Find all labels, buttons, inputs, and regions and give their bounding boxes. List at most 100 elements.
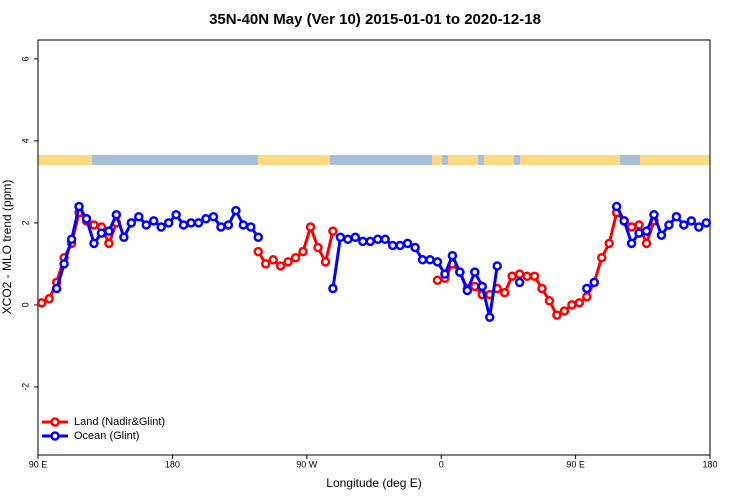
- data-point: [126, 218, 137, 228]
- data-point: [223, 220, 234, 230]
- data-point: [283, 257, 293, 267]
- data-point: [141, 220, 152, 230]
- data-point: [462, 285, 473, 296]
- land-strip: [484, 155, 514, 165]
- data-point: [216, 222, 226, 232]
- data-point: [104, 226, 114, 236]
- data-point: [492, 261, 502, 271]
- data-point: [470, 267, 480, 277]
- data-point: [417, 255, 428, 265]
- data-point: [96, 228, 107, 238]
- data-point: [514, 269, 525, 279]
- data-point: [604, 238, 614, 249]
- data-point: [656, 230, 667, 240]
- data-point: [134, 211, 144, 222]
- data-point: [514, 277, 525, 288]
- data-point: [104, 238, 114, 249]
- data-point: [410, 242, 420, 253]
- data-point: [51, 283, 62, 294]
- data-point: [537, 283, 547, 294]
- land-strip: [432, 155, 442, 165]
- y-tick-label: 6: [20, 56, 30, 61]
- data-point: [559, 306, 570, 316]
- data-point: [432, 275, 443, 286]
- x-tick-label: 90 E: [29, 459, 48, 469]
- data-point: [432, 257, 443, 267]
- plot-frame: [37, 39, 711, 456]
- data-point: [701, 218, 712, 228]
- data-point: [664, 220, 674, 230]
- data-point: [305, 222, 316, 232]
- data-point: [208, 211, 219, 222]
- data-point: [156, 222, 166, 232]
- data-point: [275, 261, 286, 271]
- data-point: [328, 226, 338, 236]
- x-tick-label: 0: [439, 459, 444, 469]
- data-point: [44, 294, 54, 304]
- data-point: [320, 257, 331, 267]
- data-point: [626, 238, 637, 249]
- data-point: [477, 281, 488, 292]
- data-point: [253, 232, 264, 242]
- data-point: [186, 218, 196, 228]
- x-tick-label: 90 E: [566, 459, 585, 469]
- ocean-strip: [38, 155, 710, 165]
- data-point: [589, 277, 600, 288]
- data-point: [402, 238, 413, 249]
- x-tick-label: 180: [165, 459, 180, 469]
- data-point: [552, 310, 562, 320]
- data-point: [171, 209, 181, 220]
- series-line: [41, 209, 656, 318]
- y-tick-label: 4: [20, 138, 30, 143]
- legend-marker: [50, 417, 60, 427]
- data-point: [268, 255, 278, 265]
- data-point: [260, 259, 271, 269]
- data-point: [358, 236, 368, 247]
- data-point: [119, 232, 129, 242]
- data-point: [641, 238, 652, 249]
- data-point: [671, 211, 682, 222]
- x-tick-label: 90 W: [296, 459, 318, 469]
- data-point: [484, 312, 495, 322]
- data-point: [641, 226, 652, 236]
- data-point: [365, 236, 376, 247]
- land-strip: [520, 155, 620, 165]
- data-point: [634, 228, 644, 238]
- data-point: [626, 222, 637, 232]
- data-point: [522, 271, 532, 281]
- legend-marker: [50, 431, 60, 441]
- data-point: [313, 242, 323, 253]
- data-point: [193, 218, 204, 228]
- data-point: [328, 283, 338, 294]
- y-tick-label: 0: [20, 302, 30, 307]
- data-point: [567, 300, 577, 310]
- land-strip: [448, 155, 478, 165]
- data-point: [455, 267, 465, 277]
- data-point: [529, 271, 540, 281]
- data-point: [298, 246, 308, 257]
- data-point: [507, 271, 517, 281]
- land-strip: [258, 155, 330, 165]
- data-point: [649, 209, 659, 220]
- data-point: [694, 222, 704, 232]
- data-point: [111, 209, 122, 220]
- data-point: [387, 240, 398, 251]
- data-point: [350, 232, 361, 242]
- land-strip: [38, 155, 92, 165]
- data-point: [582, 283, 592, 294]
- y-axis-label: XCO2 - MLO trend (ppm): [0, 180, 14, 315]
- data-point: [679, 220, 689, 230]
- land-ocean-strip: [38, 155, 710, 165]
- data-point: [425, 255, 435, 265]
- data-point: [574, 298, 585, 308]
- data-point: [290, 253, 301, 263]
- chart-title: 35N-40N May (Ver 10) 2015-01-01 to 2020-…: [209, 11, 541, 28]
- data-point: [201, 214, 211, 224]
- legend-text: Land (Nadir&Glint): [74, 416, 165, 428]
- data-point: [89, 238, 99, 249]
- data-point: [246, 222, 256, 232]
- data-point: [395, 240, 405, 251]
- data-point: [596, 253, 607, 263]
- data-point: [372, 234, 383, 245]
